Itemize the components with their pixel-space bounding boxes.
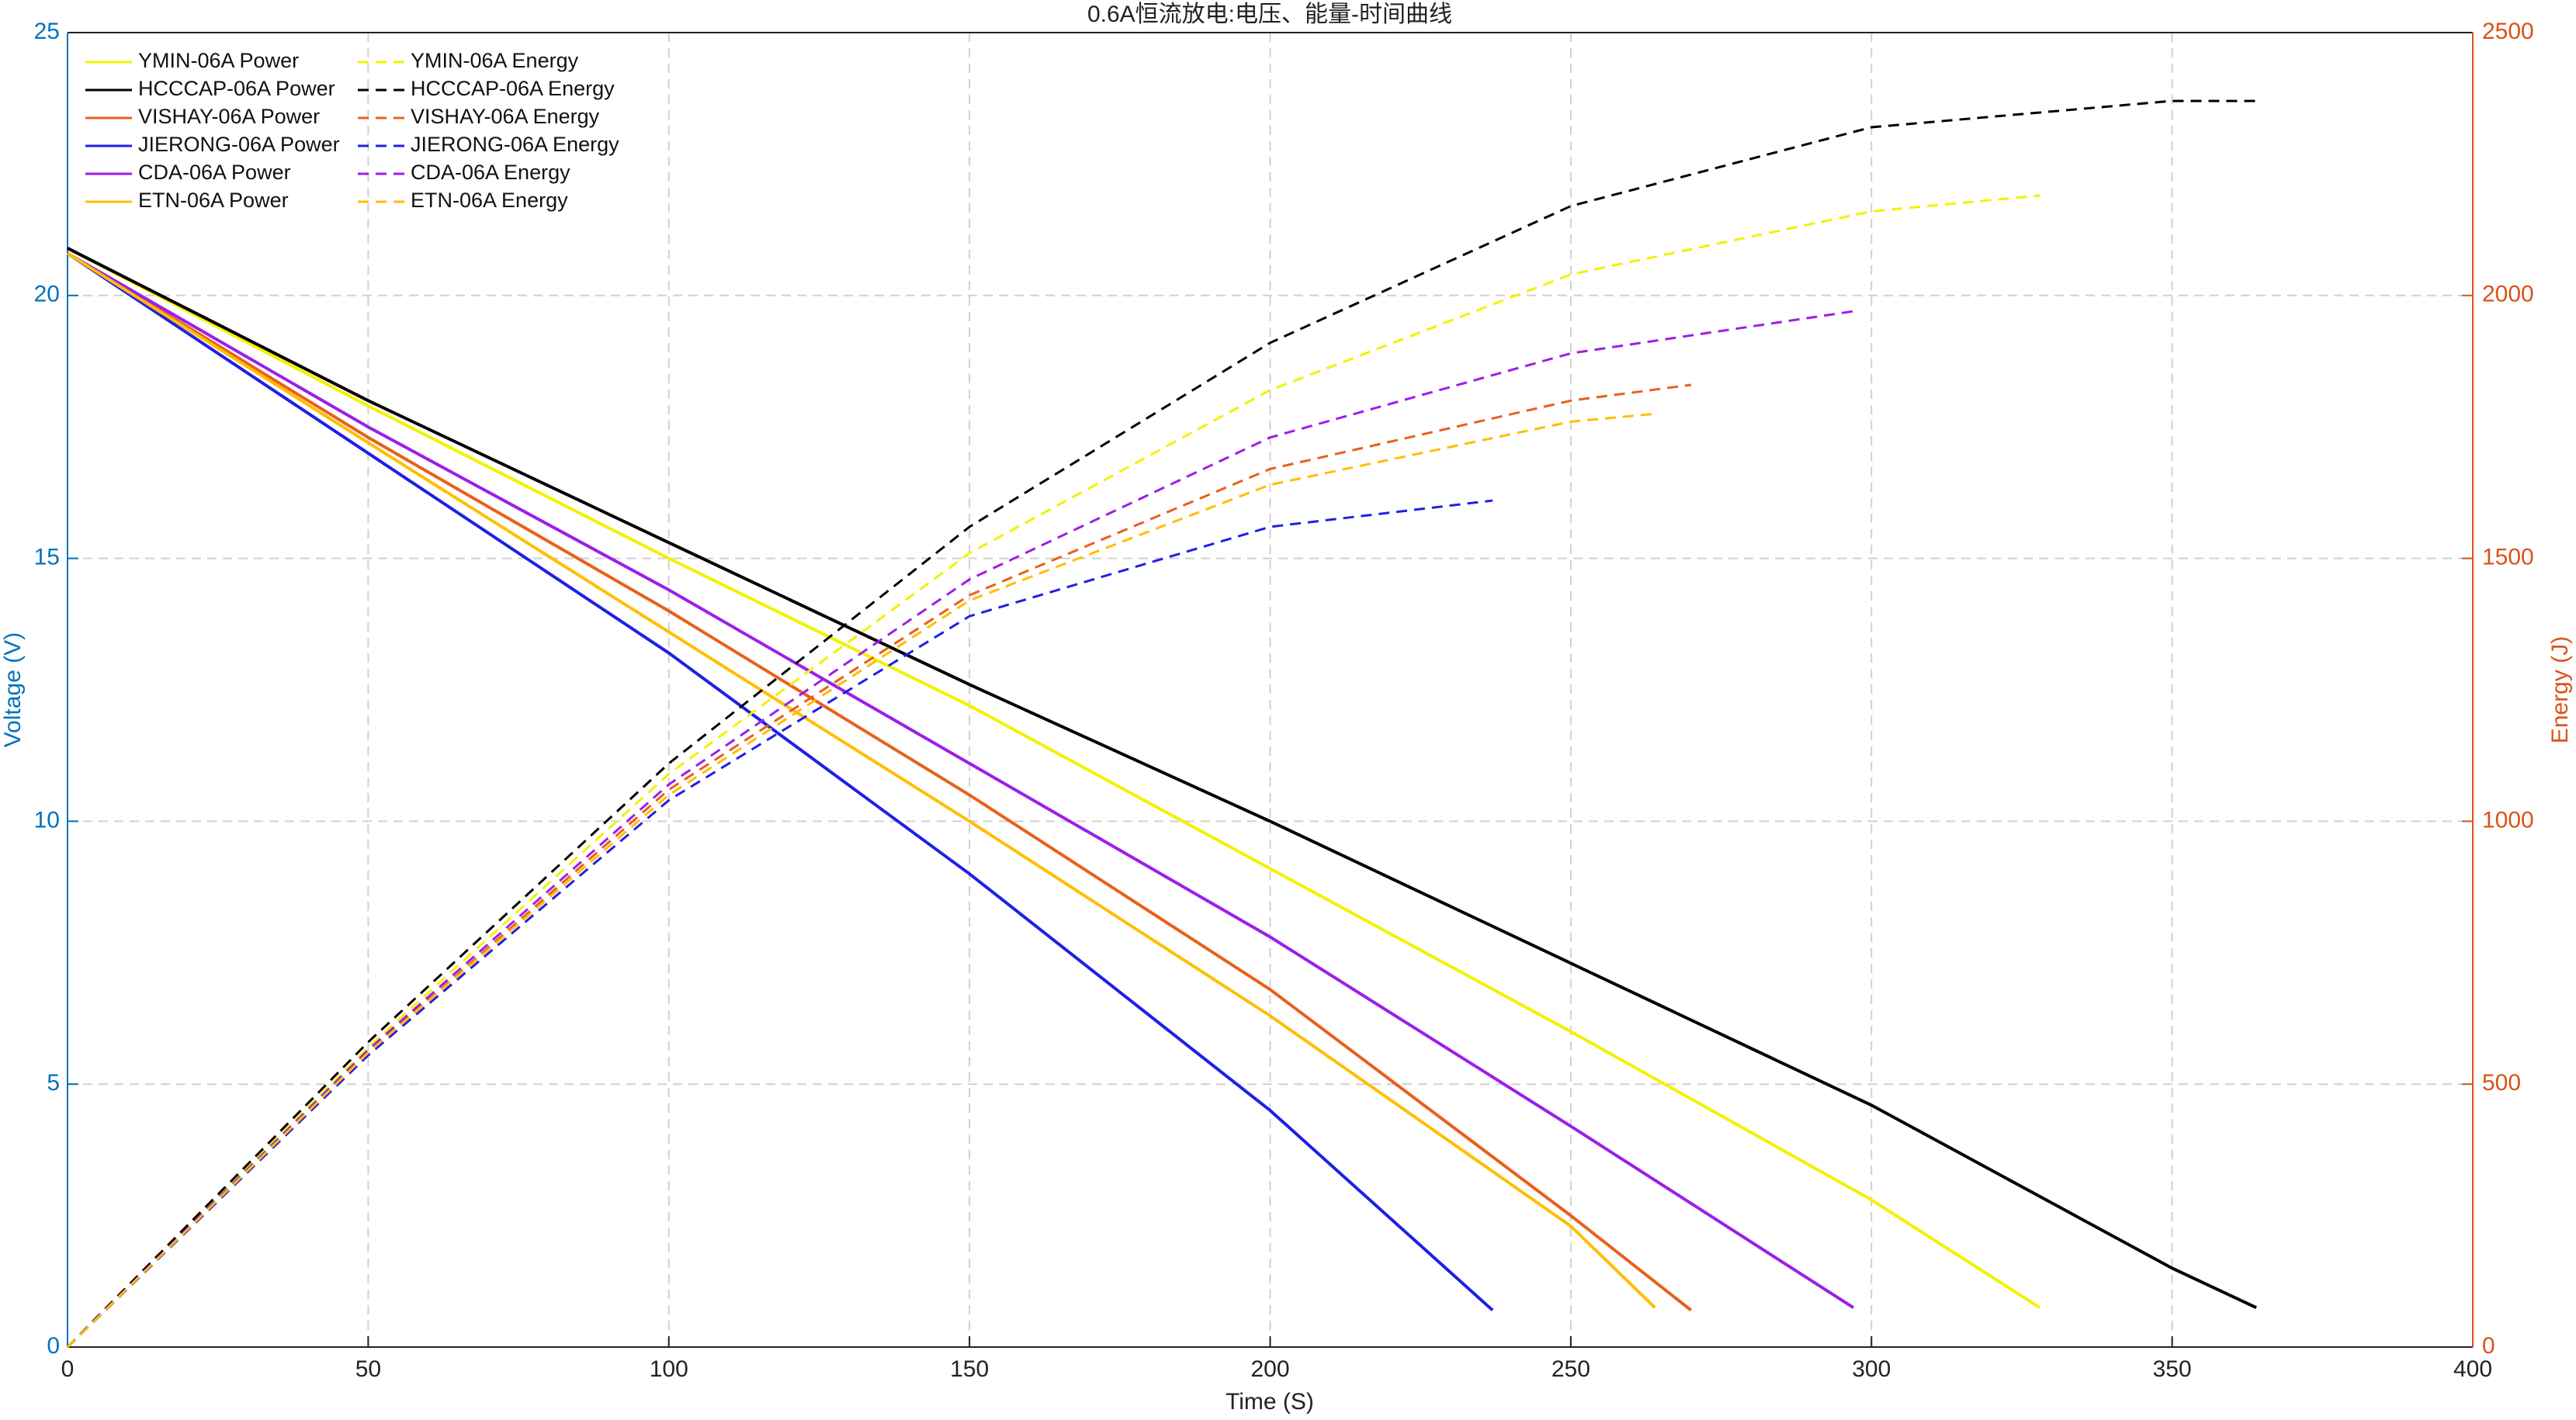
x-tick-label: 0 <box>61 1356 75 1382</box>
legend-label: YMIN-06A Power <box>138 49 299 72</box>
y2-tick-label: 1000 <box>2482 807 2534 833</box>
y2-tick-label: 2500 <box>2482 19 2534 44</box>
y2-axis-label: Energy (J) <box>2547 636 2573 743</box>
legend-label: JIERONG-06A Power <box>138 133 340 156</box>
x-tick-label: 350 <box>2153 1356 2192 1382</box>
chart-title: 0.6A恒流放电:电压、能量-时间曲线 <box>1087 2 1452 27</box>
x-tick-label: 150 <box>950 1356 989 1382</box>
x-tick-label: 400 <box>2453 1356 2492 1382</box>
x-tick-label: 50 <box>355 1356 381 1382</box>
y-tick-label: 25 <box>34 19 60 44</box>
data-line <box>66 499 1493 1349</box>
legend-label: VISHAY-06A Energy <box>411 105 600 128</box>
y-tick-label: 15 <box>34 545 60 570</box>
y-axis-label: Voltage (V) <box>0 632 26 747</box>
y-tick-label: 0 <box>47 1333 60 1359</box>
x-tick-label: 300 <box>1852 1356 1891 1382</box>
y-tick-label: 5 <box>47 1070 60 1096</box>
legend-label: CDA-06A Power <box>138 161 291 184</box>
data-line <box>66 99 2257 1349</box>
legend-label: ETN-06A Energy <box>411 189 568 212</box>
y2-tick-label: 1500 <box>2482 545 2534 570</box>
legend-label: HCCCAP-06A Power <box>138 77 335 100</box>
legend-label: CDA-06A Energy <box>411 161 570 184</box>
data-line <box>66 251 1693 1312</box>
y-tick-label: 10 <box>34 807 60 833</box>
y2-tick-label: 500 <box>2482 1070 2521 1096</box>
legend-label: ETN-06A Power <box>138 189 289 212</box>
data-line <box>67 247 2257 1309</box>
data-line <box>66 310 1854 1349</box>
x-tick-label: 200 <box>1250 1356 1289 1382</box>
data-line <box>67 247 2041 1309</box>
legend-label: HCCCAP-06A Energy <box>411 77 615 100</box>
data-line <box>66 251 1494 1312</box>
data-line <box>66 412 1656 1349</box>
y-tick-label: 20 <box>34 282 60 307</box>
data-line <box>66 194 2040 1349</box>
data-line <box>67 251 1855 1309</box>
data-line <box>66 251 1656 1309</box>
y2-tick-label: 0 <box>2482 1333 2495 1359</box>
y2-tick-label: 2000 <box>2482 282 2534 307</box>
x-tick-label: 250 <box>1551 1356 1590 1382</box>
legend-label: YMIN-06A Energy <box>411 49 579 72</box>
legend-label: JIERONG-06A Energy <box>411 133 619 156</box>
x-axis-label: Time (S) <box>1226 1389 1314 1415</box>
legend-label: VISHAY-06A Power <box>138 105 320 128</box>
x-tick-label: 100 <box>650 1356 688 1382</box>
